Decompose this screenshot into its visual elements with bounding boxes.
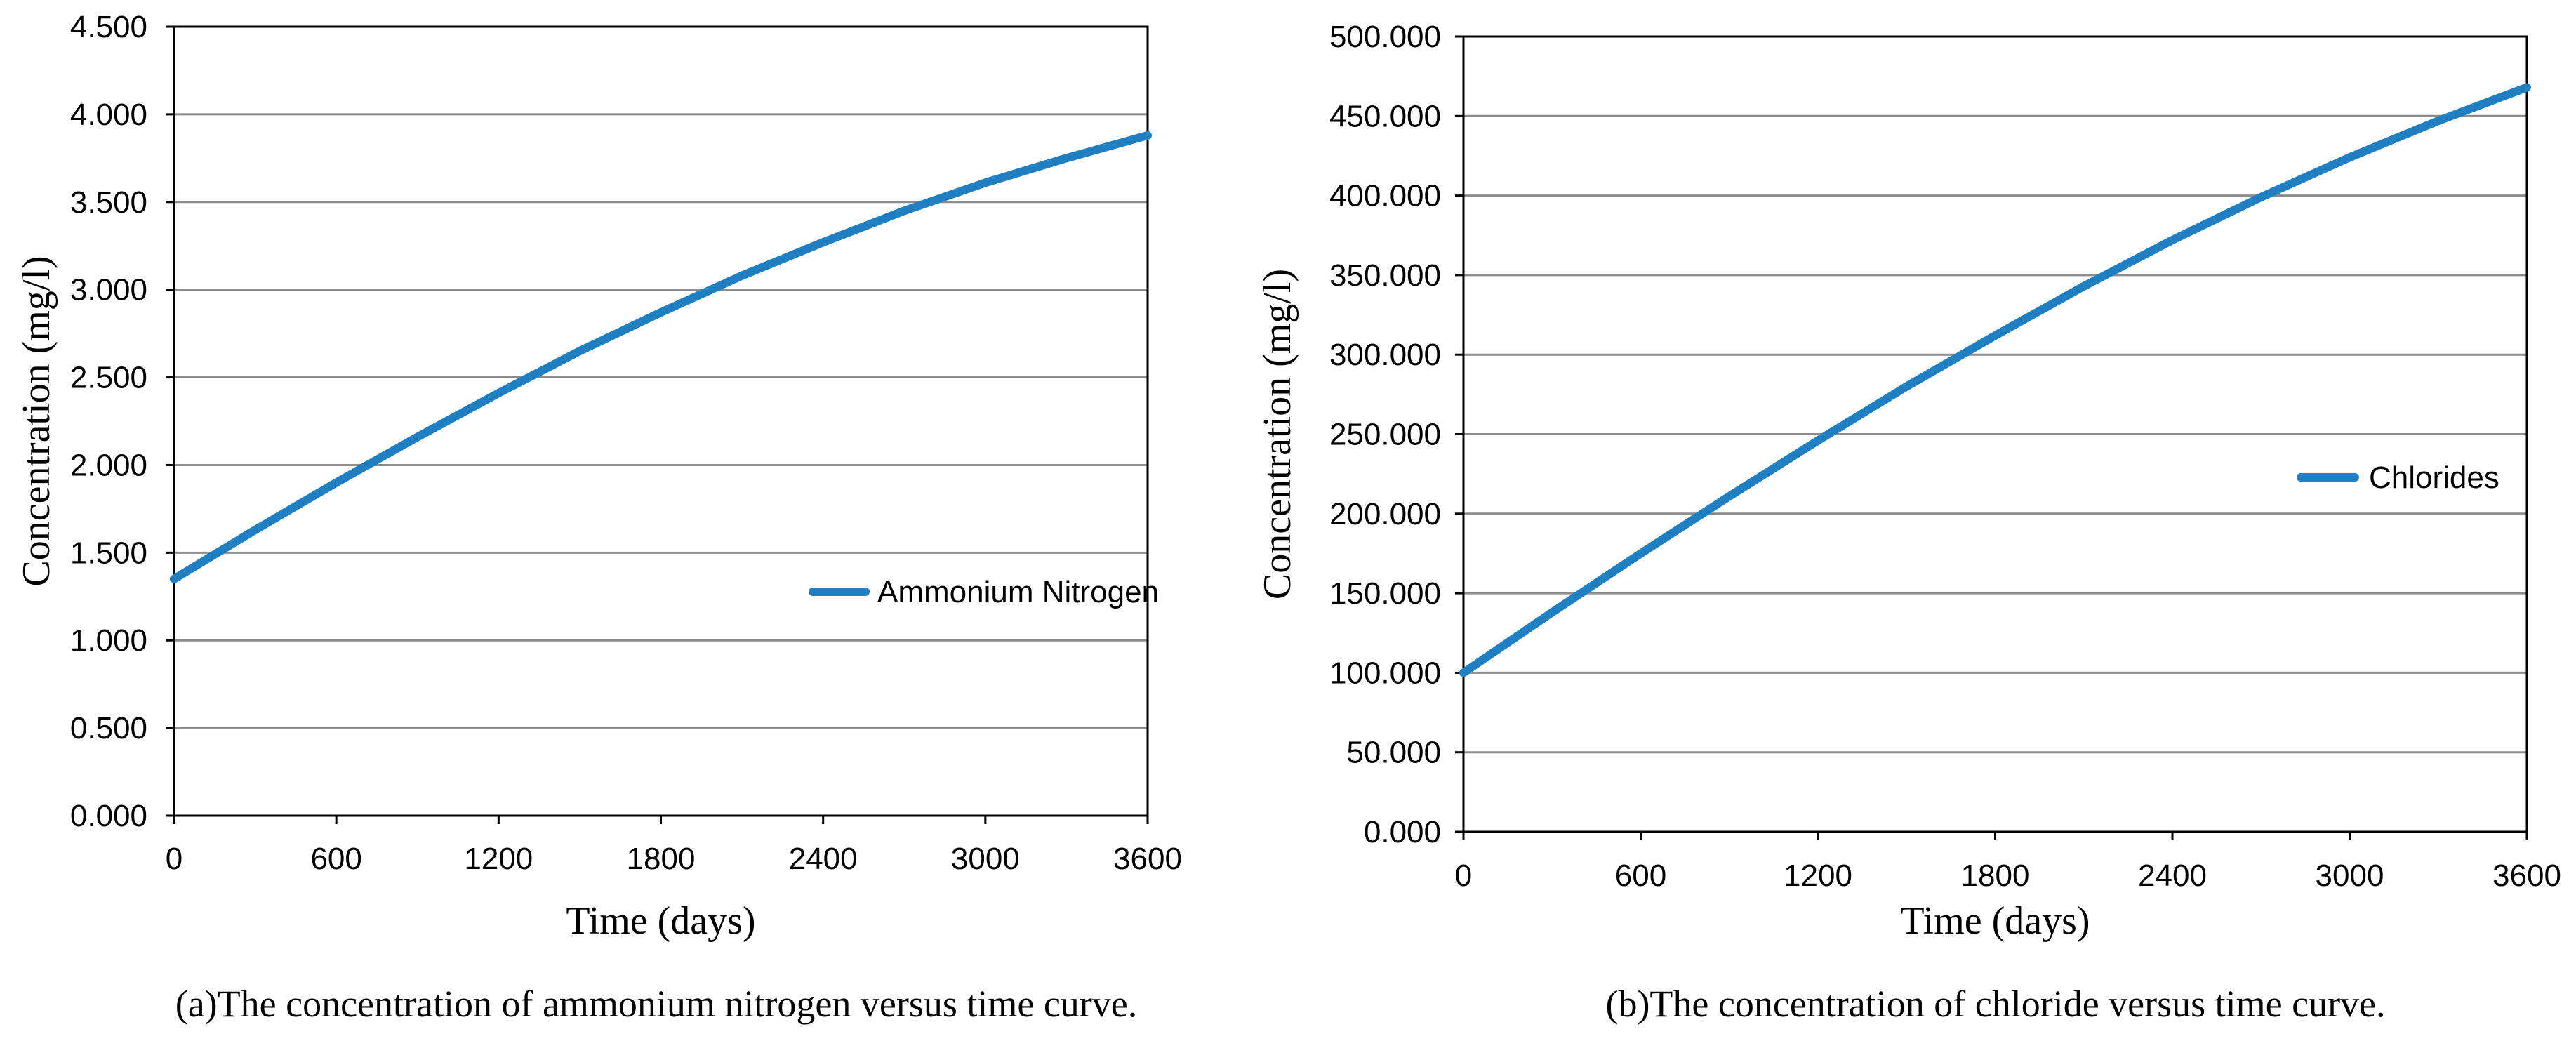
x-tick-label: 1200	[1784, 858, 1852, 893]
x-tick-label: 2400	[2138, 858, 2207, 893]
y-tick-label: 4.000	[70, 98, 147, 132]
y-tick-label: 4.500	[70, 10, 147, 44]
x-axis-title: Time (days)	[1900, 899, 2090, 943]
y-tick-label: 0.000	[1364, 815, 1441, 849]
x-tick-label: 1200	[464, 842, 533, 876]
y-tick-label: 1.000	[70, 623, 147, 658]
y-tick-label: 3.500	[70, 185, 147, 220]
y-axis-title: Concentration (mg/l)	[1256, 269, 1299, 599]
y-tick-label: 250.000	[1329, 418, 1441, 452]
x-tick-label: 600	[310, 842, 361, 876]
y-tick-label: 450.000	[1329, 99, 1441, 133]
x-axis-title: Time (days)	[566, 899, 755, 943]
figure-caption: (b)The concentration of chloride versus …	[1605, 983, 2385, 1025]
y-tick-label: 0.500	[70, 711, 147, 745]
chart-chlorides: 0.000 50.000 100.000 150.000 200.000 250.000 3…	[1256, 20, 2561, 1025]
plot-frame	[1462, 35, 2528, 833]
series-line	[170, 131, 1152, 583]
x-tick-label: 600	[1615, 858, 1666, 893]
y-tick-label: 300.000	[1329, 338, 1441, 372]
x-tick-label: 2400	[789, 842, 858, 876]
y-tick-label: 350.000	[1329, 258, 1441, 293]
figure-caption: (a)The concentration of ammonium nitroge…	[175, 983, 1138, 1025]
y-tick-label: 50.000	[1346, 736, 1441, 770]
y-tick-label: 400.000	[1329, 179, 1441, 213]
x-tick-label: 3600	[1113, 842, 1182, 876]
x-tick-label: 1800	[1961, 858, 2030, 893]
x-tick-label: 0	[1455, 858, 1472, 893]
y-axis-title: Concentration (mg/l)	[15, 256, 58, 586]
plot-frame	[173, 25, 1149, 817]
y-tick-label: 200.000	[1329, 497, 1441, 531]
y-tick-label: 500.000	[1329, 20, 1441, 54]
y-tick-label: 100.000	[1329, 656, 1441, 690]
x-tick-label: 1800	[627, 842, 696, 876]
y-tick-label: 150.000	[1329, 576, 1441, 611]
y-tick-label: 1.500	[70, 536, 147, 570]
y-tick-label: 2.000	[70, 448, 147, 482]
series-line	[1459, 83, 2531, 677]
x-tick-label: 3000	[2316, 858, 2384, 893]
y-tick-label: 3.000	[70, 273, 147, 307]
legend-label: Ammonium Nitrogen	[877, 575, 1159, 609]
chart-ammonium-nitrogen: 0.000 0.500 1.000 1.500 2.000 2.500 3.000 3.500…	[15, 10, 1182, 1025]
y-tick-label: 0.000	[70, 799, 147, 833]
y-tick-label: 2.500	[70, 361, 147, 395]
x-tick-label: 3600	[2492, 858, 2561, 893]
legend-label: Chlorides	[2369, 460, 2499, 495]
x-tick-label: 0	[166, 842, 182, 876]
x-tick-label: 3000	[951, 842, 1020, 876]
